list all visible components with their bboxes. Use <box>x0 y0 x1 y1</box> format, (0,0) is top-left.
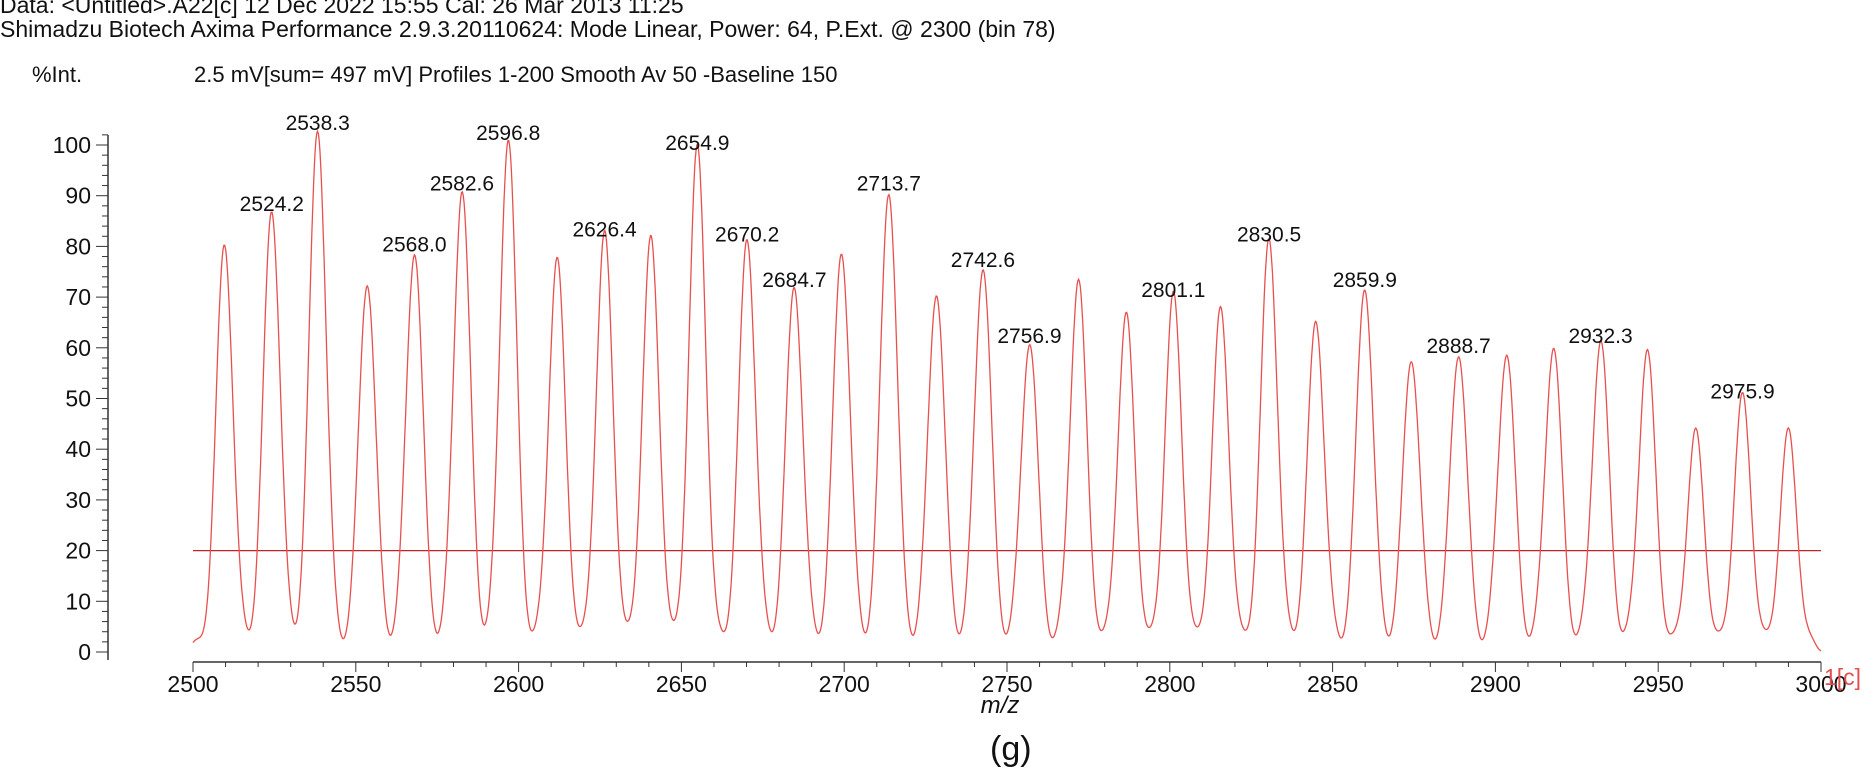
y-tick-label: 90 <box>65 183 91 209</box>
x-tick-label: 3000 <box>1795 671 1846 697</box>
x-tick-label: 2750 <box>981 671 1032 697</box>
x-tick-label: 2900 <box>1470 671 1521 697</box>
x-tick-label: 2850 <box>1307 671 1358 697</box>
y-axis: 0 10 20 30 40 50 60 70 80 90 100 <box>53 132 109 665</box>
peak-label: 2713.7 <box>857 173 921 196</box>
y-tick-label: 40 <box>65 436 91 462</box>
peak-label: 2670.2 <box>715 223 779 246</box>
instrument-header: Shimadzu Biotech Axima Performance 2.9.3… <box>0 16 1056 42</box>
peak-label: 2684.7 <box>762 269 826 292</box>
x-tick-label: 2550 <box>330 671 381 697</box>
spectrum-trace <box>192 129 1822 652</box>
y-tick-label: 80 <box>65 233 91 259</box>
peak-label: 2888.7 <box>1426 335 1490 358</box>
y-tick-label: 0 <box>78 639 91 665</box>
peak-label: 2742.6 <box>951 249 1015 272</box>
x-axis-label: m/z <box>981 692 1020 719</box>
peak-label: 2859.9 <box>1333 269 1397 292</box>
peak-labels: 2524.2 2538.3 2568.0 2582.6 2596.8 2626.4 2654… <box>240 112 1775 404</box>
peak-label: 2932.3 <box>1568 325 1632 348</box>
x-tick-label: 2800 <box>1144 671 1195 697</box>
x-tick-label: 2650 <box>656 671 707 697</box>
peak-label: 2654.9 <box>665 132 729 155</box>
y-tick-label: 30 <box>65 487 91 513</box>
y-tick-label: 60 <box>65 335 91 361</box>
peak-label: 2596.8 <box>476 122 540 145</box>
peak-label: 2756.9 <box>997 325 1061 348</box>
x-tick-label: 2700 <box>819 671 870 697</box>
y-tick-label: 50 <box>65 386 91 412</box>
peak-label: 2582.6 <box>430 173 494 196</box>
channel-label: 1[c] <box>1824 664 1861 690</box>
x-axis: 2500 2550 2600 2650 2700 2750 2800 2850 2900 2950… <box>167 661 1847 697</box>
panel-label: (g) <box>990 730 1032 768</box>
x-tick-label: 2600 <box>493 671 544 697</box>
x-tick-label: 2950 <box>1633 671 1684 697</box>
peak-label: 2830.5 <box>1237 223 1301 246</box>
y-axis-label: %Int. <box>32 62 83 87</box>
y-tick-label: 100 <box>53 132 91 158</box>
peak-label: 2538.3 <box>286 112 350 135</box>
peak-label: 2801.1 <box>1141 279 1205 302</box>
y-tick-label: 20 <box>65 538 91 564</box>
data-file-header: Data: <Untitled>.A22[c] 12 Dec 2022 15:5… <box>0 0 684 18</box>
y-tick-label: 70 <box>65 284 91 310</box>
peak-label: 2568.0 <box>382 234 446 257</box>
y-tick-label: 10 <box>65 588 91 614</box>
peak-label: 2975.9 <box>1710 381 1774 404</box>
x-tick-label: 2500 <box>167 671 218 697</box>
peak-label: 2626.4 <box>572 218 637 241</box>
peak-label: 2524.2 <box>240 193 304 216</box>
acquisition-info: 2.5 mV[sum= 497 mV] Profiles 1-200 Smoot… <box>194 62 838 87</box>
